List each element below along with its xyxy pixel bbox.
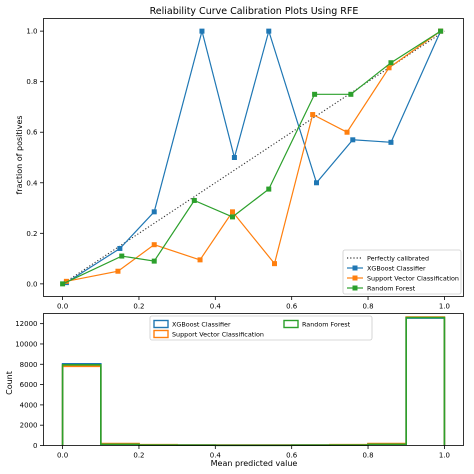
y-tick-label: 0.2 <box>26 230 37 238</box>
x-tick-label: 0.2 <box>133 452 144 460</box>
series-line-3 <box>62 30 441 285</box>
data-point <box>197 257 203 263</box>
data-point <box>266 186 272 192</box>
data-point <box>151 242 157 248</box>
data-point <box>344 129 350 135</box>
data-point <box>63 278 69 284</box>
series-line-0 <box>62 30 445 285</box>
y-tick-label: 2000 <box>20 422 38 430</box>
axis-ticks: 0.0 0.2 0.4 0.6 0.8 1.0 0.0 0.2 0.4 0.6 0.8 1.0 <box>26 28 450 311</box>
data-point <box>119 253 125 259</box>
x-tick-label: 0.0 <box>57 303 68 311</box>
data-point <box>312 91 318 97</box>
legend-marker <box>352 285 358 291</box>
x-tick-label: 0.6 <box>286 452 298 460</box>
legend-label: Perfectly calibrated <box>367 255 429 263</box>
calibration-plot: Reliability Curve Calibration Plots Usin… <box>15 6 464 311</box>
legend-marker <box>352 275 358 281</box>
data-point <box>230 209 235 215</box>
legend-label: Random Forest <box>367 285 416 293</box>
y-axis-label: Count <box>5 371 14 395</box>
legend: Perfectly calibrated XGBoost Classifier Su… <box>342 249 462 295</box>
data-point <box>310 112 316 118</box>
data-point <box>231 155 237 160</box>
x-axis-label: Mean predicted value <box>211 459 298 468</box>
x-tick-label: 1.0 <box>439 452 450 460</box>
x-tick-label: 0.0 <box>57 452 68 460</box>
data-point <box>266 28 272 34</box>
legend-label: Random Forest <box>302 321 351 329</box>
data-point <box>151 209 157 215</box>
y-tick-label: 0 <box>33 442 37 450</box>
legend-box <box>342 249 462 295</box>
data-point <box>199 28 205 34</box>
x-tick-label: 0.4 <box>210 303 222 311</box>
x-tick-label: 0.8 <box>362 452 373 460</box>
legend-label: XGBoost Classifier <box>172 321 231 329</box>
y-axis-label: fraction of positives <box>15 115 24 194</box>
series-line-1 <box>66 28 442 284</box>
data-point <box>272 261 277 267</box>
legend-box <box>149 315 373 341</box>
x-tick-label: 0.6 <box>286 303 298 311</box>
legend-swatch <box>283 319 299 329</box>
data-point <box>151 258 157 264</box>
series-line-2 <box>66 30 441 282</box>
data-point <box>438 28 444 34</box>
y-tick-label: 8000 <box>20 361 38 369</box>
data-point <box>230 214 235 220</box>
y-tick-label: 6000 <box>20 381 38 389</box>
y-tick-label: 0.6 <box>26 129 38 137</box>
legend-swatch <box>153 329 169 339</box>
legend-marker <box>352 265 358 271</box>
data-point <box>386 65 392 71</box>
y-tick-label: 0.8 <box>26 78 37 86</box>
x-tick-label: 0.2 <box>133 303 144 311</box>
data-point <box>348 91 354 97</box>
legend-swatch <box>153 319 169 329</box>
histogram-plot: Mean predicted value Count 0.0 0.2 0.4 0.6 0… <box>5 313 464 468</box>
data-point <box>191 197 197 203</box>
x-tick-label: 0.4 <box>210 452 222 460</box>
plot-frame <box>43 313 464 446</box>
legend-label: Support Vector Classification <box>367 275 459 283</box>
y-tick-label: 10000 <box>15 340 37 348</box>
legend-label: Support Vector Classification <box>172 331 264 339</box>
data-point <box>388 139 394 145</box>
y-tick-label: 0.4 <box>26 179 38 187</box>
y-tick-label: 0.0 <box>26 280 37 288</box>
legend-label: XGBoost Classifier <box>367 265 426 273</box>
axis-ticks: 0.0 0.2 0.4 0.6 0.8 1.0 0 2000 4000 6000 8000 10000… <box>15 320 450 459</box>
legend: XGBoost Classifier Support Vector Classif… <box>149 315 373 341</box>
data-point <box>117 245 123 251</box>
chart-title: Reliability Curve Calibration Plots Usin… <box>150 6 359 17</box>
data-point <box>314 180 319 186</box>
data-point <box>60 281 66 287</box>
data-point <box>388 60 394 66</box>
x-tick-label: 0.8 <box>362 303 373 311</box>
y-tick-label: 12000 <box>15 320 37 328</box>
series-group <box>60 28 445 287</box>
data-point <box>350 137 356 143</box>
x-tick-label: 1.0 <box>439 303 450 311</box>
plot-frame <box>43 18 464 297</box>
y-tick-label: 4000 <box>20 401 38 409</box>
y-tick-label: 1.0 <box>26 28 37 36</box>
data-point <box>115 268 121 274</box>
